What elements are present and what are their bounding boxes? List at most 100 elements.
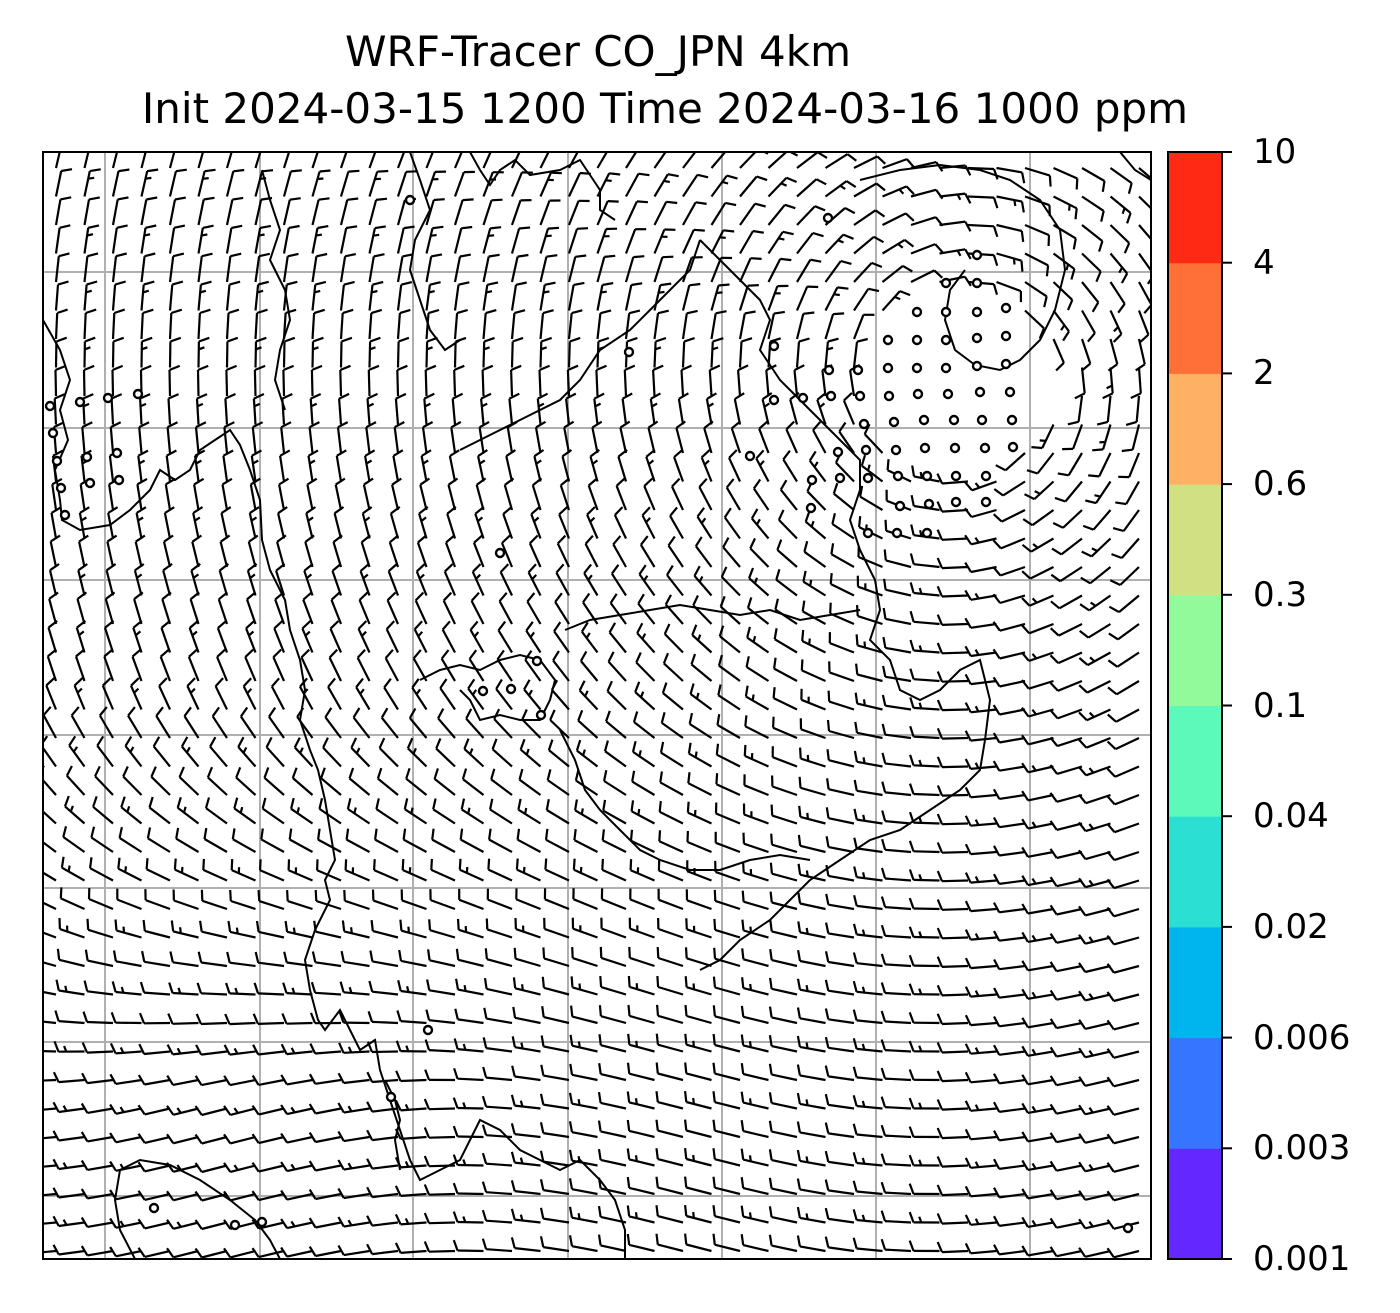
wind-barb xyxy=(1081,537,1112,558)
wind-barb xyxy=(482,1037,513,1053)
wind-barb xyxy=(131,648,143,682)
wind-barb xyxy=(827,690,855,711)
wind-barb xyxy=(1109,167,1133,194)
wind-barb xyxy=(515,888,541,911)
wind-barb xyxy=(53,1041,85,1053)
wind-barb xyxy=(339,280,355,311)
wind-barb xyxy=(1106,934,1140,946)
wind-barb xyxy=(746,626,770,654)
wind-barb xyxy=(339,197,359,226)
wind-barb xyxy=(1024,195,1051,217)
wind-barb xyxy=(482,171,504,197)
wind-barb xyxy=(254,252,271,283)
wind-barb xyxy=(1078,680,1111,694)
wind-barb xyxy=(43,1078,57,1082)
wind-barb xyxy=(641,506,656,540)
wind-barb xyxy=(802,570,827,597)
wind-barb xyxy=(197,168,216,197)
wind-barb xyxy=(523,679,542,711)
wind-barb xyxy=(498,592,513,625)
wind-barb xyxy=(277,506,288,539)
wind-barb xyxy=(98,706,114,739)
wind-barb xyxy=(415,563,428,596)
wind-barb xyxy=(337,1102,370,1114)
wind-barb xyxy=(58,918,85,939)
wind-barb xyxy=(855,663,883,683)
wind-barb xyxy=(740,1034,769,1053)
wind-barb xyxy=(688,712,713,739)
wind-barb xyxy=(74,648,86,682)
wind-barb xyxy=(964,758,997,770)
wind-barb xyxy=(824,1207,855,1224)
wind-barb xyxy=(1021,1045,1054,1057)
wind-barb xyxy=(992,816,1026,829)
wind-barb xyxy=(339,152,348,169)
wind-barb xyxy=(832,482,855,511)
wind-barb xyxy=(199,920,228,939)
wind-barb xyxy=(338,1042,370,1054)
wind-barb xyxy=(338,1011,370,1025)
wind-barb xyxy=(626,1176,655,1196)
wind-barb xyxy=(740,1177,769,1196)
wind-barb xyxy=(456,918,484,939)
wind-barb xyxy=(653,309,669,340)
wind-barb xyxy=(272,648,286,682)
wind-barb xyxy=(527,563,542,597)
wind-barb xyxy=(245,591,257,625)
wind-barb xyxy=(552,650,570,682)
wind-barb xyxy=(223,1190,256,1202)
wind-barb xyxy=(396,253,414,283)
colorbar-bin xyxy=(1168,152,1222,264)
wind-barb xyxy=(671,477,684,511)
wind-barb xyxy=(752,478,770,511)
wind-barb xyxy=(597,1120,627,1139)
wind-barb xyxy=(429,889,456,911)
wind-barb xyxy=(335,449,347,482)
wind-barb xyxy=(539,281,556,311)
wind-barb xyxy=(609,593,627,625)
wind-barb xyxy=(852,923,883,939)
wind-barb xyxy=(452,1239,484,1253)
wind-barb xyxy=(964,617,997,629)
wind-barb xyxy=(137,1133,171,1144)
wind-barb xyxy=(602,799,627,825)
wind-barb xyxy=(308,1132,342,1144)
wind-barb xyxy=(964,673,997,686)
wind-barb xyxy=(608,622,627,654)
wind-barb xyxy=(193,477,205,511)
wind-barb xyxy=(1078,1133,1111,1144)
wind-barb xyxy=(357,620,371,653)
wind-barb xyxy=(103,648,115,682)
wind-barb xyxy=(1078,651,1112,667)
wind-barb xyxy=(824,1008,855,1025)
wind-barb xyxy=(799,747,826,768)
wind-barb xyxy=(993,1158,1026,1170)
wind-barb xyxy=(796,205,826,226)
wind-barb xyxy=(936,1070,969,1083)
wind-barb xyxy=(111,981,142,996)
wind-barb xyxy=(857,546,883,569)
wind-barbs xyxy=(43,152,1151,1259)
wind-barb xyxy=(453,152,463,169)
wind-barb xyxy=(499,563,513,596)
wind-barb xyxy=(337,1244,370,1257)
wind-barb xyxy=(283,951,313,968)
wind-barb xyxy=(612,535,627,568)
wind-barb xyxy=(481,1238,513,1253)
wind-barb xyxy=(137,449,149,482)
wind-barb xyxy=(366,1186,399,1199)
wind-barb xyxy=(167,1013,199,1025)
wind-barb xyxy=(368,253,385,283)
wind-barb xyxy=(1078,962,1111,974)
wind-barb xyxy=(54,364,67,397)
wind-barb xyxy=(96,735,114,768)
wind-barb xyxy=(370,919,399,939)
wind-barb xyxy=(583,563,599,597)
wind-barb xyxy=(768,1120,798,1139)
wind-barb xyxy=(613,506,627,539)
wind-barb xyxy=(343,889,370,911)
wind-barb xyxy=(675,420,686,454)
wind-barb xyxy=(852,1152,883,1167)
wind-barb xyxy=(570,1005,598,1025)
wind-barb xyxy=(311,225,329,254)
